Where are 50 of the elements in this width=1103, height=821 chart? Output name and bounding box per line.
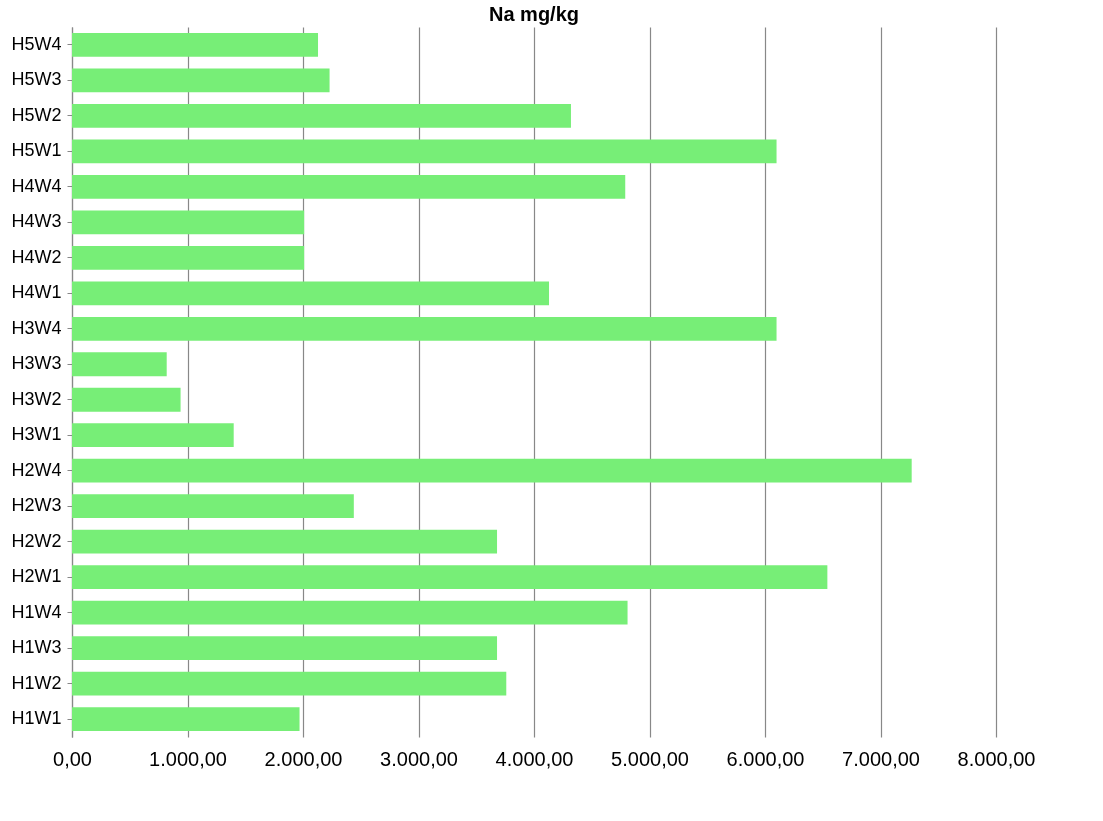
y-tick-label: H5W1 [11,140,62,161]
bar [72,281,550,306]
x-tick-label: 6.000,00 [726,747,805,770]
x-tick-label: 5.000,00 [611,747,689,770]
y-tick-label: H1W1 [11,708,62,729]
bar [72,387,181,412]
bar [72,458,912,483]
x-tick-label: 2.000,00 [264,747,343,770]
bar [72,600,628,625]
y-tick-label: H3W1 [11,424,62,445]
y-tick-label: H3W2 [11,388,62,409]
x-tick-label: 1.000,00 [149,747,227,770]
y-tick-label: H4W1 [11,282,62,303]
x-tick-label: 8.000,00 [957,747,1036,770]
bar [72,245,305,270]
y-tick-label: H4W4 [11,175,62,196]
bar [72,104,571,128]
chart-title: Na mg/kg [488,3,580,25]
y-tick-label: H5W4 [11,33,62,54]
bar [72,671,507,696]
bar [72,174,626,199]
y-tick-label: H2W4 [11,459,62,480]
y-tick-label: H5W3 [11,69,62,90]
y-tick-label: H4W3 [11,211,62,232]
bar [72,352,167,377]
y-tick-label: H2W2 [11,530,62,551]
y-tick-label: H4W2 [11,246,62,267]
x-tick-label: 7.000,00 [842,747,920,770]
y-tick-label: H1W4 [11,601,62,622]
bar [72,68,330,93]
y-tick-label: H2W3 [11,495,62,516]
x-tick-label: 0,00 [53,747,92,770]
bar [72,565,828,590]
bar [72,210,305,235]
y-tick-label: H1W2 [11,672,62,693]
bar [72,529,498,554]
bar [72,423,234,448]
bar [72,707,300,731]
bar [72,316,777,341]
bar [72,494,354,519]
y-tick-label: H2W1 [11,566,62,587]
bar [72,636,498,660]
y-tick-label: H1W3 [11,637,62,658]
y-tick-label: H3W3 [11,353,62,374]
y-tick-label: H5W2 [11,104,62,125]
y-tick-label: H3W4 [11,317,62,338]
x-tick-label: 3.000,00 [380,747,458,770]
x-tick-label: 4.000,00 [495,747,574,770]
bar [72,33,319,57]
bar [72,139,777,164]
